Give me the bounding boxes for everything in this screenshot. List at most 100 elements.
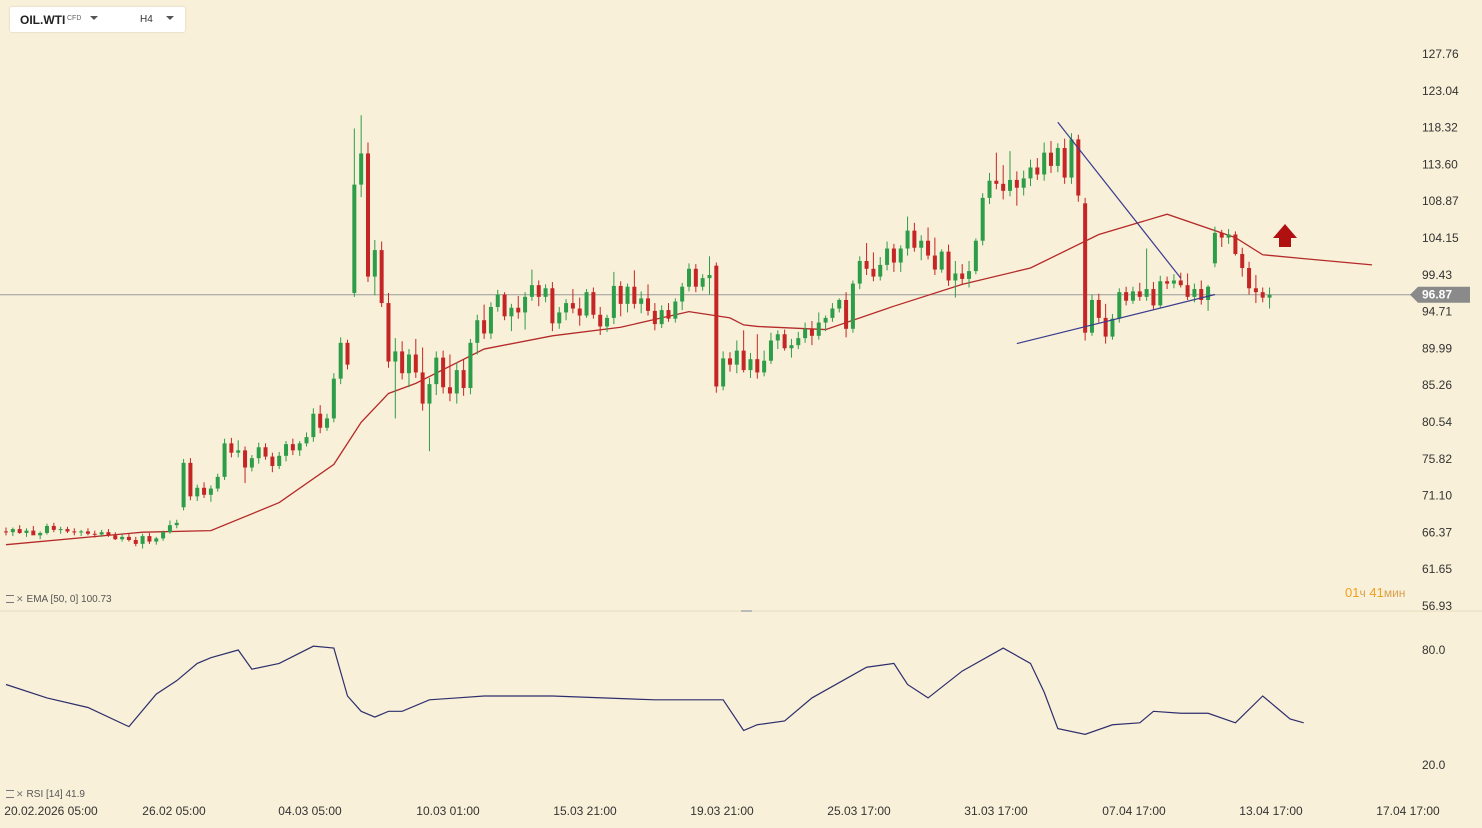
candle-body xyxy=(140,536,145,544)
candle-body xyxy=(618,285,623,304)
indicator-settings-icon[interactable] xyxy=(6,790,14,799)
price-tick-label: 66.37 xyxy=(1422,525,1452,539)
candle-body xyxy=(147,536,152,542)
candle-body xyxy=(823,317,828,323)
candle-body xyxy=(953,273,958,281)
support-trendline xyxy=(1016,293,1216,345)
candle-body xyxy=(830,308,835,318)
candle-body xyxy=(338,342,343,379)
candle-body xyxy=(912,230,917,248)
symbol-chevron-down-icon[interactable] xyxy=(90,16,98,20)
candle-body xyxy=(413,354,418,373)
price-tick-label: 80.54 xyxy=(1422,415,1452,429)
candle-body xyxy=(700,278,705,287)
candle-body xyxy=(523,296,528,313)
time-tick-label: 31.03 17:00 xyxy=(964,804,1028,818)
candle-body xyxy=(58,529,63,531)
price-tag-bg xyxy=(1410,286,1470,303)
rsi-axis: 80.0 20.0 xyxy=(1422,643,1446,772)
trendlines[interactable] xyxy=(1016,121,1216,345)
candle-body xyxy=(174,522,179,526)
candle-body xyxy=(263,447,268,457)
up-arrow-shape xyxy=(1273,224,1297,247)
candle-body xyxy=(1240,253,1245,269)
candle-body xyxy=(406,354,411,374)
rsi-tick-label: 20.0 xyxy=(1422,758,1446,772)
candle-body xyxy=(461,370,466,389)
candle-body xyxy=(85,531,90,534)
candle-body xyxy=(1247,268,1252,289)
candle-body xyxy=(345,342,350,365)
candle-body xyxy=(666,310,671,319)
candle-body xyxy=(488,306,493,334)
candle-body xyxy=(564,303,569,313)
candle-body xyxy=(529,285,534,297)
indicator-settings-icon[interactable] xyxy=(6,595,14,604)
candle-body xyxy=(844,299,849,329)
countdown-minutes: 41 xyxy=(1369,585,1384,600)
rsi-indicator-label[interactable]: ✕ RSI [14] 41.9 xyxy=(6,789,85,800)
candle-body xyxy=(482,320,487,334)
candle-body xyxy=(72,531,77,533)
candle-body xyxy=(304,437,309,444)
timeframe-chevron-down-icon[interactable] xyxy=(166,16,174,20)
candle-body xyxy=(1206,286,1211,300)
candle-body xyxy=(359,153,364,185)
candle-body xyxy=(871,268,876,277)
candle-body xyxy=(24,530,29,533)
time-axis[interactable]: 20.02.2026 05:00 26.02 05:00 04.03 05:00 10… xyxy=(4,804,1440,818)
candle-body xyxy=(154,538,159,542)
symbol-selector[interactable]: OIL.WTI xyxy=(20,13,66,27)
indicator-close-icon[interactable]: ✕ xyxy=(16,594,24,604)
candle-body xyxy=(598,314,603,327)
up-arrow-icon[interactable] xyxy=(1273,224,1297,247)
time-tick-label: 13.04 17:00 xyxy=(1239,804,1303,818)
candle-body xyxy=(277,455,282,466)
candle-body xyxy=(229,443,234,453)
candle-body xyxy=(1226,234,1231,238)
candle-body xyxy=(161,532,166,539)
candle-body xyxy=(1083,203,1088,333)
candle-body xyxy=(1267,294,1272,298)
candle-body xyxy=(584,292,589,316)
candle-body xyxy=(181,462,186,508)
candle-body xyxy=(386,303,391,362)
candle-body xyxy=(741,350,746,371)
candle-body xyxy=(1055,147,1060,166)
candle-body xyxy=(1260,292,1265,298)
time-tick-label: 07.04 17:00 xyxy=(1102,804,1166,818)
symbol-type-badge: CFD xyxy=(67,15,82,22)
candle-body xyxy=(509,307,514,317)
candle-body xyxy=(167,525,172,533)
candle-body xyxy=(126,536,131,540)
time-tick-label: 10.03 01:00 xyxy=(416,804,480,818)
candle-body xyxy=(106,532,111,536)
rsi-line xyxy=(5,645,1304,735)
candle-body xyxy=(850,283,855,329)
timeframe-selector[interactable]: H4 xyxy=(140,14,153,25)
candle-body xyxy=(290,444,295,451)
candle-body xyxy=(1192,289,1197,297)
time-tick-label: 17.04 17:00 xyxy=(1376,804,1440,818)
indicator-close-icon[interactable]: ✕ xyxy=(16,789,24,799)
price-axis[interactable]: 127.76 123.04 118.32 113.60 108.87 104.15 99.4… xyxy=(1422,47,1459,613)
price-tick-label: 85.26 xyxy=(1422,378,1452,392)
candle-body xyxy=(809,328,814,336)
price-tick-label: 99.43 xyxy=(1422,268,1452,282)
ema-indicator-label[interactable]: ✕ EMA [50, 0] 100.73 xyxy=(6,594,112,605)
candle-body xyxy=(1137,291,1142,297)
price-tag-label: 96.87 xyxy=(1422,288,1452,302)
symbol-toolbar: OIL.WTI CFD H4 xyxy=(10,7,185,32)
candle-body xyxy=(51,525,56,530)
candle-body xyxy=(905,230,910,249)
candle-body xyxy=(1069,139,1074,178)
price-tick-label: 75.82 xyxy=(1422,452,1452,466)
candle-body xyxy=(270,456,275,466)
candle-body xyxy=(31,530,36,536)
candle-body xyxy=(133,539,138,544)
candle-body xyxy=(222,443,227,477)
candle-body xyxy=(1253,288,1258,293)
candle-body xyxy=(796,338,801,346)
candle-body xyxy=(92,533,97,535)
